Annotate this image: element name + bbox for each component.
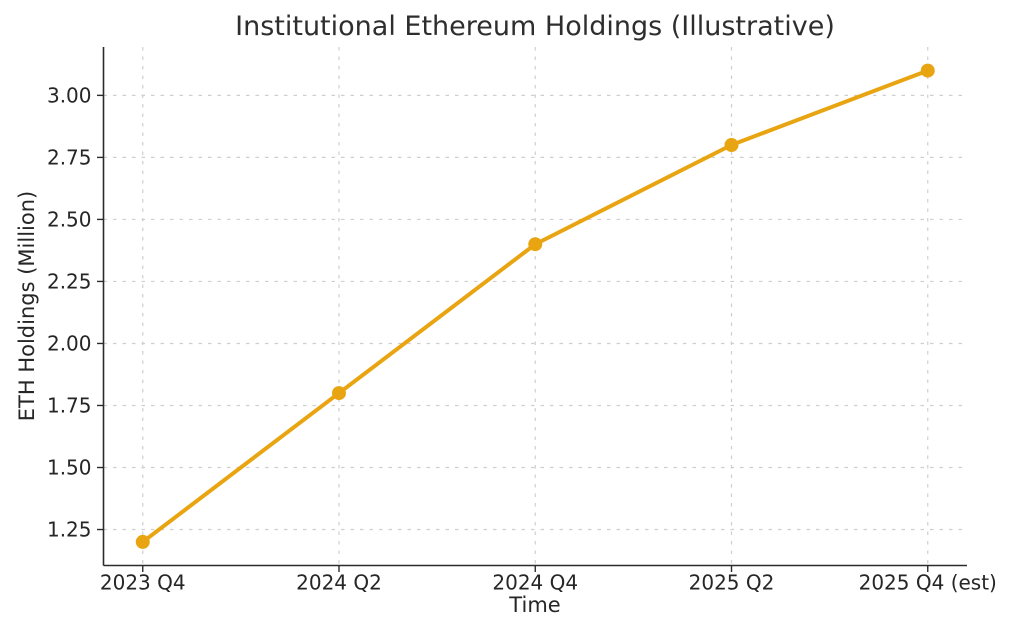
data-point [332,386,346,401]
x-tick-label: 2024 Q4 [492,571,578,595]
chart-title: Institutional Ethereum Holdings (Illustr… [235,11,835,42]
y-tick-label: 1.75 [47,393,92,417]
y-tick-label: 2.00 [47,331,92,355]
y-tick-label: 2.75 [47,145,92,169]
y-tick-label: 2.25 [47,269,92,293]
data-point [724,137,739,152]
x-tick-label: 2025 Q2 [689,571,775,595]
y-tick-label: 2.50 [47,207,92,231]
x-axis-label: Time [509,593,561,617]
y-axis-label: ETH Holdings (Million) [15,190,39,422]
data-point [135,534,150,549]
data-point [528,237,543,252]
y-tick-label: 1.25 [47,518,92,542]
y-tick-label: 1.50 [47,456,92,480]
x-tick-label: 2023 Q4 [100,571,186,595]
x-tick-label: 2025 Q4 (est) [859,571,997,595]
y-tick-label: 3.00 [47,83,92,107]
x-tick-label: 2024 Q2 [296,571,382,595]
data-point [920,63,935,78]
